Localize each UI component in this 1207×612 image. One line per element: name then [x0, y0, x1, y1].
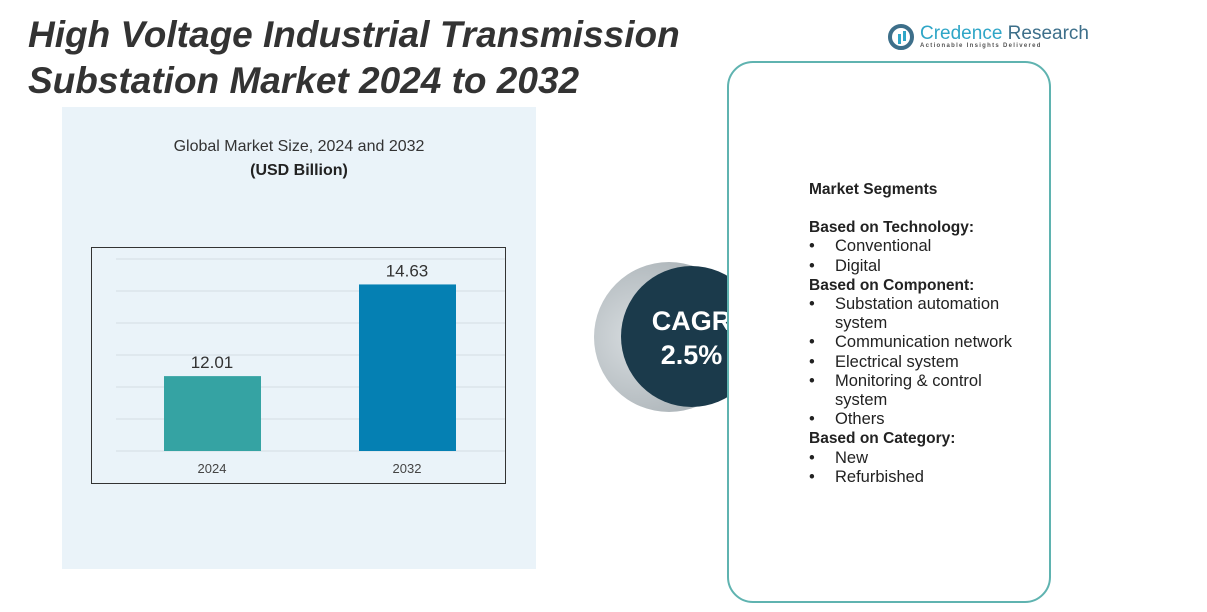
data-label: 14.63	[386, 261, 429, 280]
data-label: 12.01	[191, 353, 234, 372]
bar-2032	[359, 284, 456, 451]
segment-item: Others	[809, 410, 1034, 429]
segment-group-title: Based on Technology:	[809, 219, 975, 237]
segment-item: Refurbished	[809, 468, 1034, 487]
cagr-label: CAGR	[651, 306, 732, 336]
segments-list: Market Segments Based on Technology:Conve…	[809, 180, 1034, 487]
segments-heading: Market Segments	[809, 181, 938, 198]
segment-item: Communication network	[809, 333, 1034, 352]
bar-2024	[164, 376, 261, 451]
segment-item: New	[809, 449, 1034, 468]
credence-research-logo: Credence Research Actionable Insights De…	[888, 24, 1089, 50]
logo-icon	[888, 24, 914, 50]
segment-item: Electrical system	[809, 353, 1034, 372]
x-tick-label: 2032	[393, 461, 422, 476]
segment-item: Substation automation system	[809, 295, 1034, 333]
segment-item: Conventional	[809, 237, 1034, 256]
bar-chart: 12.01 2024 14.63 2032	[91, 247, 506, 484]
chart-svg: 12.01 2024 14.63 2032	[116, 258, 505, 476]
segment-item: Monitoring & control system	[809, 372, 1034, 410]
page-title: High Voltage Industrial Transmission Sub…	[28, 14, 680, 101]
logo-name-2: Research	[1002, 23, 1089, 44]
logo-tagline: Actionable Insights Delivered	[920, 43, 1042, 49]
cagr-value: 2.5%	[660, 340, 723, 370]
segment-group-title: Based on Component:	[809, 276, 975, 294]
spacer	[809, 199, 1034, 218]
segment-group-title: Based on Category:	[809, 430, 956, 448]
chart-subtitle: (USD Billion)	[250, 162, 348, 179]
chart-title: Global Market Size, 2024 and 2032	[173, 138, 425, 155]
x-tick-label: 2024	[198, 461, 227, 476]
chart-panel	[62, 107, 536, 569]
segment-item: Digital	[809, 257, 1034, 276]
logo-name: Credence	[920, 23, 1003, 44]
